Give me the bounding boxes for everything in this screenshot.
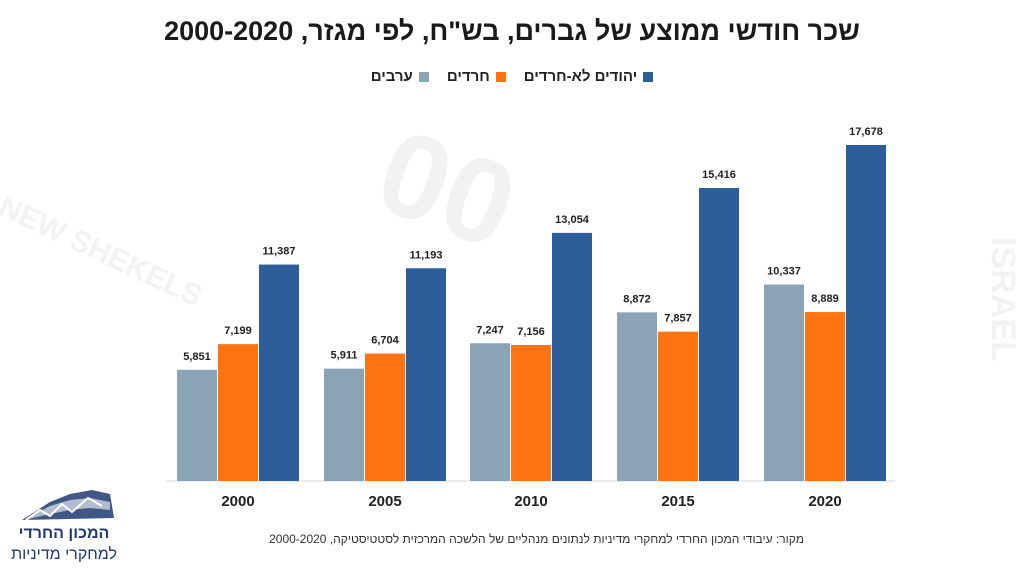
legend-label-haredim: חרדים xyxy=(446,68,490,85)
data-label-haredim-2020: 8,889 xyxy=(811,293,839,305)
data-label-haredim-2010: 7,156 xyxy=(517,326,545,338)
legend-item-haredim: חרדים xyxy=(447,68,506,85)
data-label-haredim-2015: 7,857 xyxy=(664,313,692,325)
data-label-arabs-2005: 5,911 xyxy=(331,350,358,362)
x-tick-label-2015: 2015 xyxy=(661,493,694,510)
logo-line-2: למחקרי מדיניות xyxy=(11,546,117,563)
source-note: מקור: עיבודי המכון החרדי למחקרי מדיניות … xyxy=(269,532,804,546)
legend-label-non-haredi-jews: יהודים לא-חרדים xyxy=(523,68,638,85)
chart-title: שכר חודשי ממוצע של גברים, בש"ח, לפי מגזר… xyxy=(164,16,860,46)
bar-haredim-2000 xyxy=(218,344,258,481)
bar-arabs-2000 xyxy=(177,369,217,481)
data-label-arabs-2020: 10,337 xyxy=(767,266,801,278)
data-label-arabs-2010: 7,247 xyxy=(476,324,504,336)
data-label-non_haredi_jews-2000: 11,387 xyxy=(262,246,295,258)
bar-haredim-2015 xyxy=(658,331,698,481)
data-label-arabs-2015: 8,872 xyxy=(623,293,651,305)
data-label-haredim-2000: 7,199 xyxy=(224,325,252,337)
bar-arabs-2020 xyxy=(764,284,804,481)
logo-line-1: המכון החרדי xyxy=(18,525,110,542)
data-label-non_haredi_jews-2020: 17,678 xyxy=(849,126,883,138)
bar-haredim-2005 xyxy=(365,353,405,481)
institute-logo-icon xyxy=(22,490,114,521)
x-tick-label-2020: 2020 xyxy=(808,493,841,510)
bar-arabs-2010 xyxy=(470,343,510,481)
legend-item-arabs: ערבים xyxy=(371,68,429,85)
bar-haredim-2010 xyxy=(511,344,551,481)
legend-swatch-non-haredi-jews xyxy=(643,71,654,82)
bar-arabs-2005 xyxy=(324,368,364,481)
bar-non_haredi_jews-2015 xyxy=(699,187,739,481)
data-label-non_haredi_jews-2010: 13,054 xyxy=(555,214,590,226)
x-tick-label-2010: 2010 xyxy=(514,493,547,510)
bar-arabs-2015 xyxy=(617,312,657,481)
x-tick-label-2005: 2005 xyxy=(368,493,401,510)
bar-haredim-2020 xyxy=(805,312,845,481)
bar-non_haredi_jews-2010 xyxy=(552,232,592,481)
chart-legend: יהודים לא-חרדים חרדים ערבים xyxy=(0,68,1024,85)
legend-swatch-arabs xyxy=(418,71,429,82)
data-label-arabs-2000: 5,851 xyxy=(183,351,211,363)
data-label-non_haredi_jews-2015: 15,416 xyxy=(702,169,736,181)
legend-swatch-haredim xyxy=(495,71,506,82)
bar-non_haredi_jews-2020 xyxy=(846,145,886,481)
bar-non_haredi_jews-2000 xyxy=(259,264,299,481)
x-tick-label-2000: 2000 xyxy=(221,493,254,510)
legend-label-arabs: ערבים xyxy=(370,68,413,85)
legend-item-non-haredi-jews: יהודים לא-חרדים xyxy=(524,68,654,85)
data-label-haredim-2005: 6,704 xyxy=(371,335,399,347)
bar-non_haredi_jews-2005 xyxy=(406,268,446,481)
data-label-non_haredi_jews-2005: 11,193 xyxy=(409,249,442,261)
